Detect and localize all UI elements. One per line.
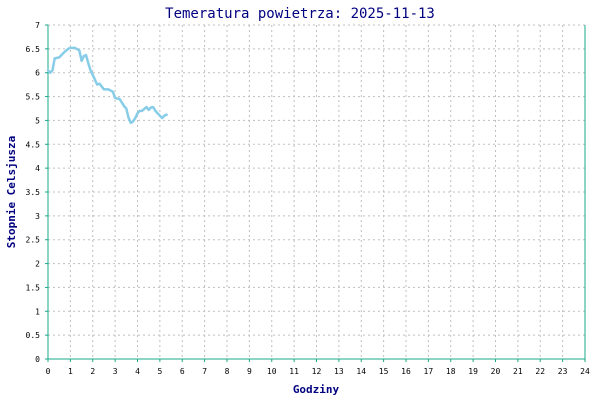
x-axis-label: Godziny xyxy=(293,383,340,396)
series-layer xyxy=(46,46,168,125)
y-tick-label: 0 xyxy=(35,355,40,364)
y-tick-label: 3.5 xyxy=(26,188,41,197)
x-tick-label: 12 xyxy=(312,367,322,376)
y-axis-label: Stopnie Celsjusza xyxy=(5,136,18,249)
y-tick-label: 5 xyxy=(35,116,40,125)
x-tick-label: 14 xyxy=(356,367,366,376)
y-tick-label: 6 xyxy=(35,69,40,78)
x-tick-label: 6 xyxy=(180,367,185,376)
y-tick-label: 6.5 xyxy=(26,45,41,54)
x-tick-labels: 0 1 2 3 4 5 6 7 8 9 10 11 12 13 14 15 16 17 18 19 20 21 22 23 24 xyxy=(46,367,590,376)
y-tick-label: 4 xyxy=(35,164,40,173)
x-tick-label: 7 xyxy=(202,367,207,376)
x-tick-label: 10 xyxy=(267,367,277,376)
x-tick-label: 5 xyxy=(157,367,162,376)
temperature-series-line xyxy=(46,46,168,125)
y-tick-label: 1 xyxy=(35,307,40,316)
y-tick-label: 0.5 xyxy=(26,331,41,340)
y-tick-label: 2 xyxy=(35,260,40,269)
x-tick-label: 9 xyxy=(247,367,252,376)
y-tick-labels: 0 0.5 1 1.5 2 2.5 3 3.5 4 4.5 5 5.5 6 6.5 7 xyxy=(26,21,41,364)
x-tick-label: 13 xyxy=(334,367,344,376)
x-tick-label: 18 xyxy=(446,367,456,376)
y-tick-label: 5.5 xyxy=(26,93,41,102)
x-tick-label: 11 xyxy=(289,367,299,376)
x-tick-label: 24 xyxy=(580,367,590,376)
y-tick-label: 4.5 xyxy=(26,140,41,149)
x-tick-label: 20 xyxy=(491,367,501,376)
y-tick-label: 7 xyxy=(35,21,40,30)
x-tick-label: 16 xyxy=(401,367,411,376)
x-tick-label: 4 xyxy=(135,367,140,376)
y-tick-label: 2.5 xyxy=(26,236,41,245)
x-tick-label: 23 xyxy=(558,367,568,376)
x-tick-label: 1 xyxy=(68,367,73,376)
grid xyxy=(48,24,585,359)
axes xyxy=(45,24,586,362)
x-tick-label: 0 xyxy=(46,367,51,376)
x-tick-label: 21 xyxy=(513,367,523,376)
x-tick-label: 17 xyxy=(424,367,434,376)
x-tick-label: 8 xyxy=(225,367,230,376)
x-tick-label: 3 xyxy=(113,367,118,376)
chart-title: Temeratura powietrza: 2025-11-13 xyxy=(165,6,435,22)
x-tick-label: 2 xyxy=(90,367,95,376)
x-tick-label: 15 xyxy=(379,367,389,376)
y-tick-label: 3 xyxy=(35,212,40,221)
x-tick-label: 19 xyxy=(468,367,478,376)
y-tick-label: 1.5 xyxy=(26,283,41,292)
x-tick-label: 22 xyxy=(535,367,545,376)
